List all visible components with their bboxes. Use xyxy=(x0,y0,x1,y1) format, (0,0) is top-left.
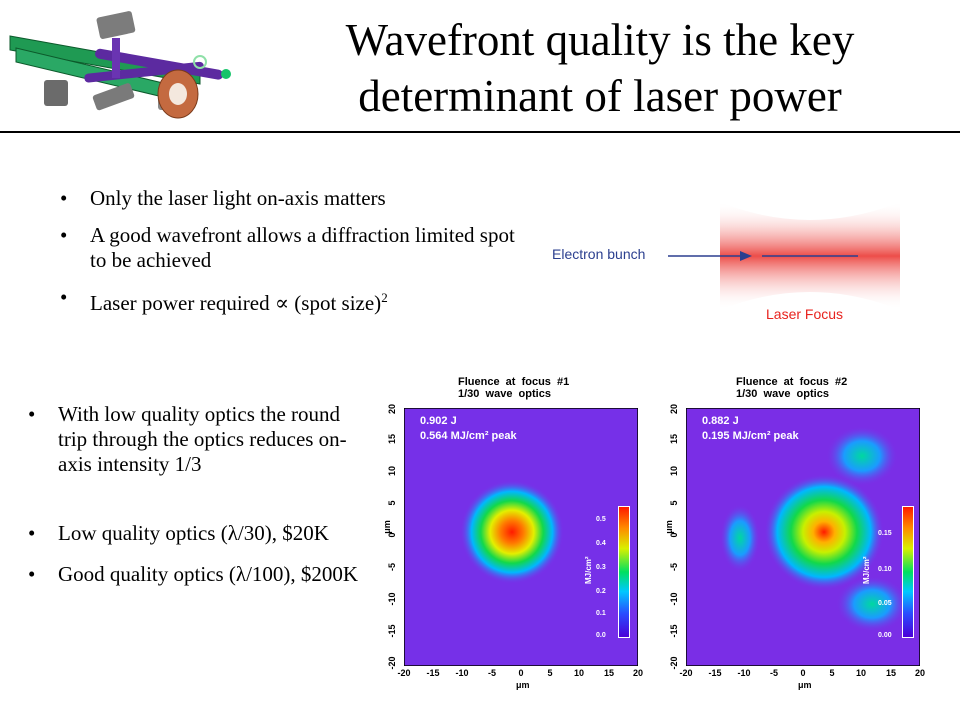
bottom-bullet-list: With low quality optics the round trip t… xyxy=(24,402,374,603)
plot-2-title: Fluence at focus #2 1/30 wave optics xyxy=(736,376,848,400)
plot-1-colorbar xyxy=(618,506,630,638)
electron-bunch-label: Electron bunch xyxy=(552,246,645,262)
plot-2-y-label: μm xyxy=(663,520,674,534)
title-divider xyxy=(0,131,960,133)
plot-2-spot xyxy=(764,474,884,590)
beamline-logo xyxy=(9,11,231,119)
fluence-plot-2: Fluence at focus #2 1/30 wave optics 0. xyxy=(663,376,926,690)
bullet-good-quality-cost: Good quality optics (λ/100), $200K xyxy=(24,562,374,587)
bullet-low-quality-loss: With low quality optics the round trip t… xyxy=(24,402,374,477)
plot-2-x-label: μm xyxy=(798,680,812,690)
plot-1-x-label: μm xyxy=(516,680,530,690)
plot-2-colorbar xyxy=(902,506,914,638)
slide-title: Wavefront quality is the key determinant… xyxy=(250,12,950,124)
bullet-diffraction: A good wavefront allows a diffraction li… xyxy=(56,223,516,273)
plot-2-readout: 0.882 J 0.195 MJ/cm² peak xyxy=(702,415,799,442)
plot-1-y-label: μm xyxy=(381,520,392,534)
plot-1-readout: 0.902 J 0.564 MJ/cm² peak xyxy=(420,415,517,442)
bullet-on-axis: Only the laser light on-axis matters xyxy=(56,186,516,211)
plot-1-spot xyxy=(460,480,564,584)
laser-focus-label: Laser Focus xyxy=(766,306,843,322)
plot-1-heatmap xyxy=(404,408,638,666)
plot-2-colorbar-unit: MJ/cm² xyxy=(862,556,871,584)
plot-1-colorbar-unit: MJ/cm² xyxy=(584,556,593,584)
plot-2-side-lobe-lower xyxy=(836,576,908,632)
laser-focus-diagram: Electron bunch Laser Focus xyxy=(552,202,900,322)
exponent: 2 xyxy=(381,290,388,305)
top-bullet-list: Only the laser light on-axis matters A g… xyxy=(56,186,516,328)
fluence-plot-1: Fluence at focus #1 1/30 wave optics 0.90… xyxy=(381,376,644,690)
bullet-power-proportional: Laser power required ∝ (spot size)2 xyxy=(56,285,516,316)
title-line-2: determinant of laser power xyxy=(358,71,842,121)
plot-2-side-lobe-left xyxy=(720,504,760,572)
plot-1-title: Fluence at focus #1 1/30 wave optics xyxy=(458,376,570,400)
plot-2-side-lobe-upper xyxy=(826,426,898,486)
plot-2-heatmap xyxy=(686,408,920,666)
title-line-1: Wavefront quality is the key xyxy=(345,15,855,65)
bullet-low-quality-cost: Low quality optics (λ/30), $20K xyxy=(24,521,374,546)
